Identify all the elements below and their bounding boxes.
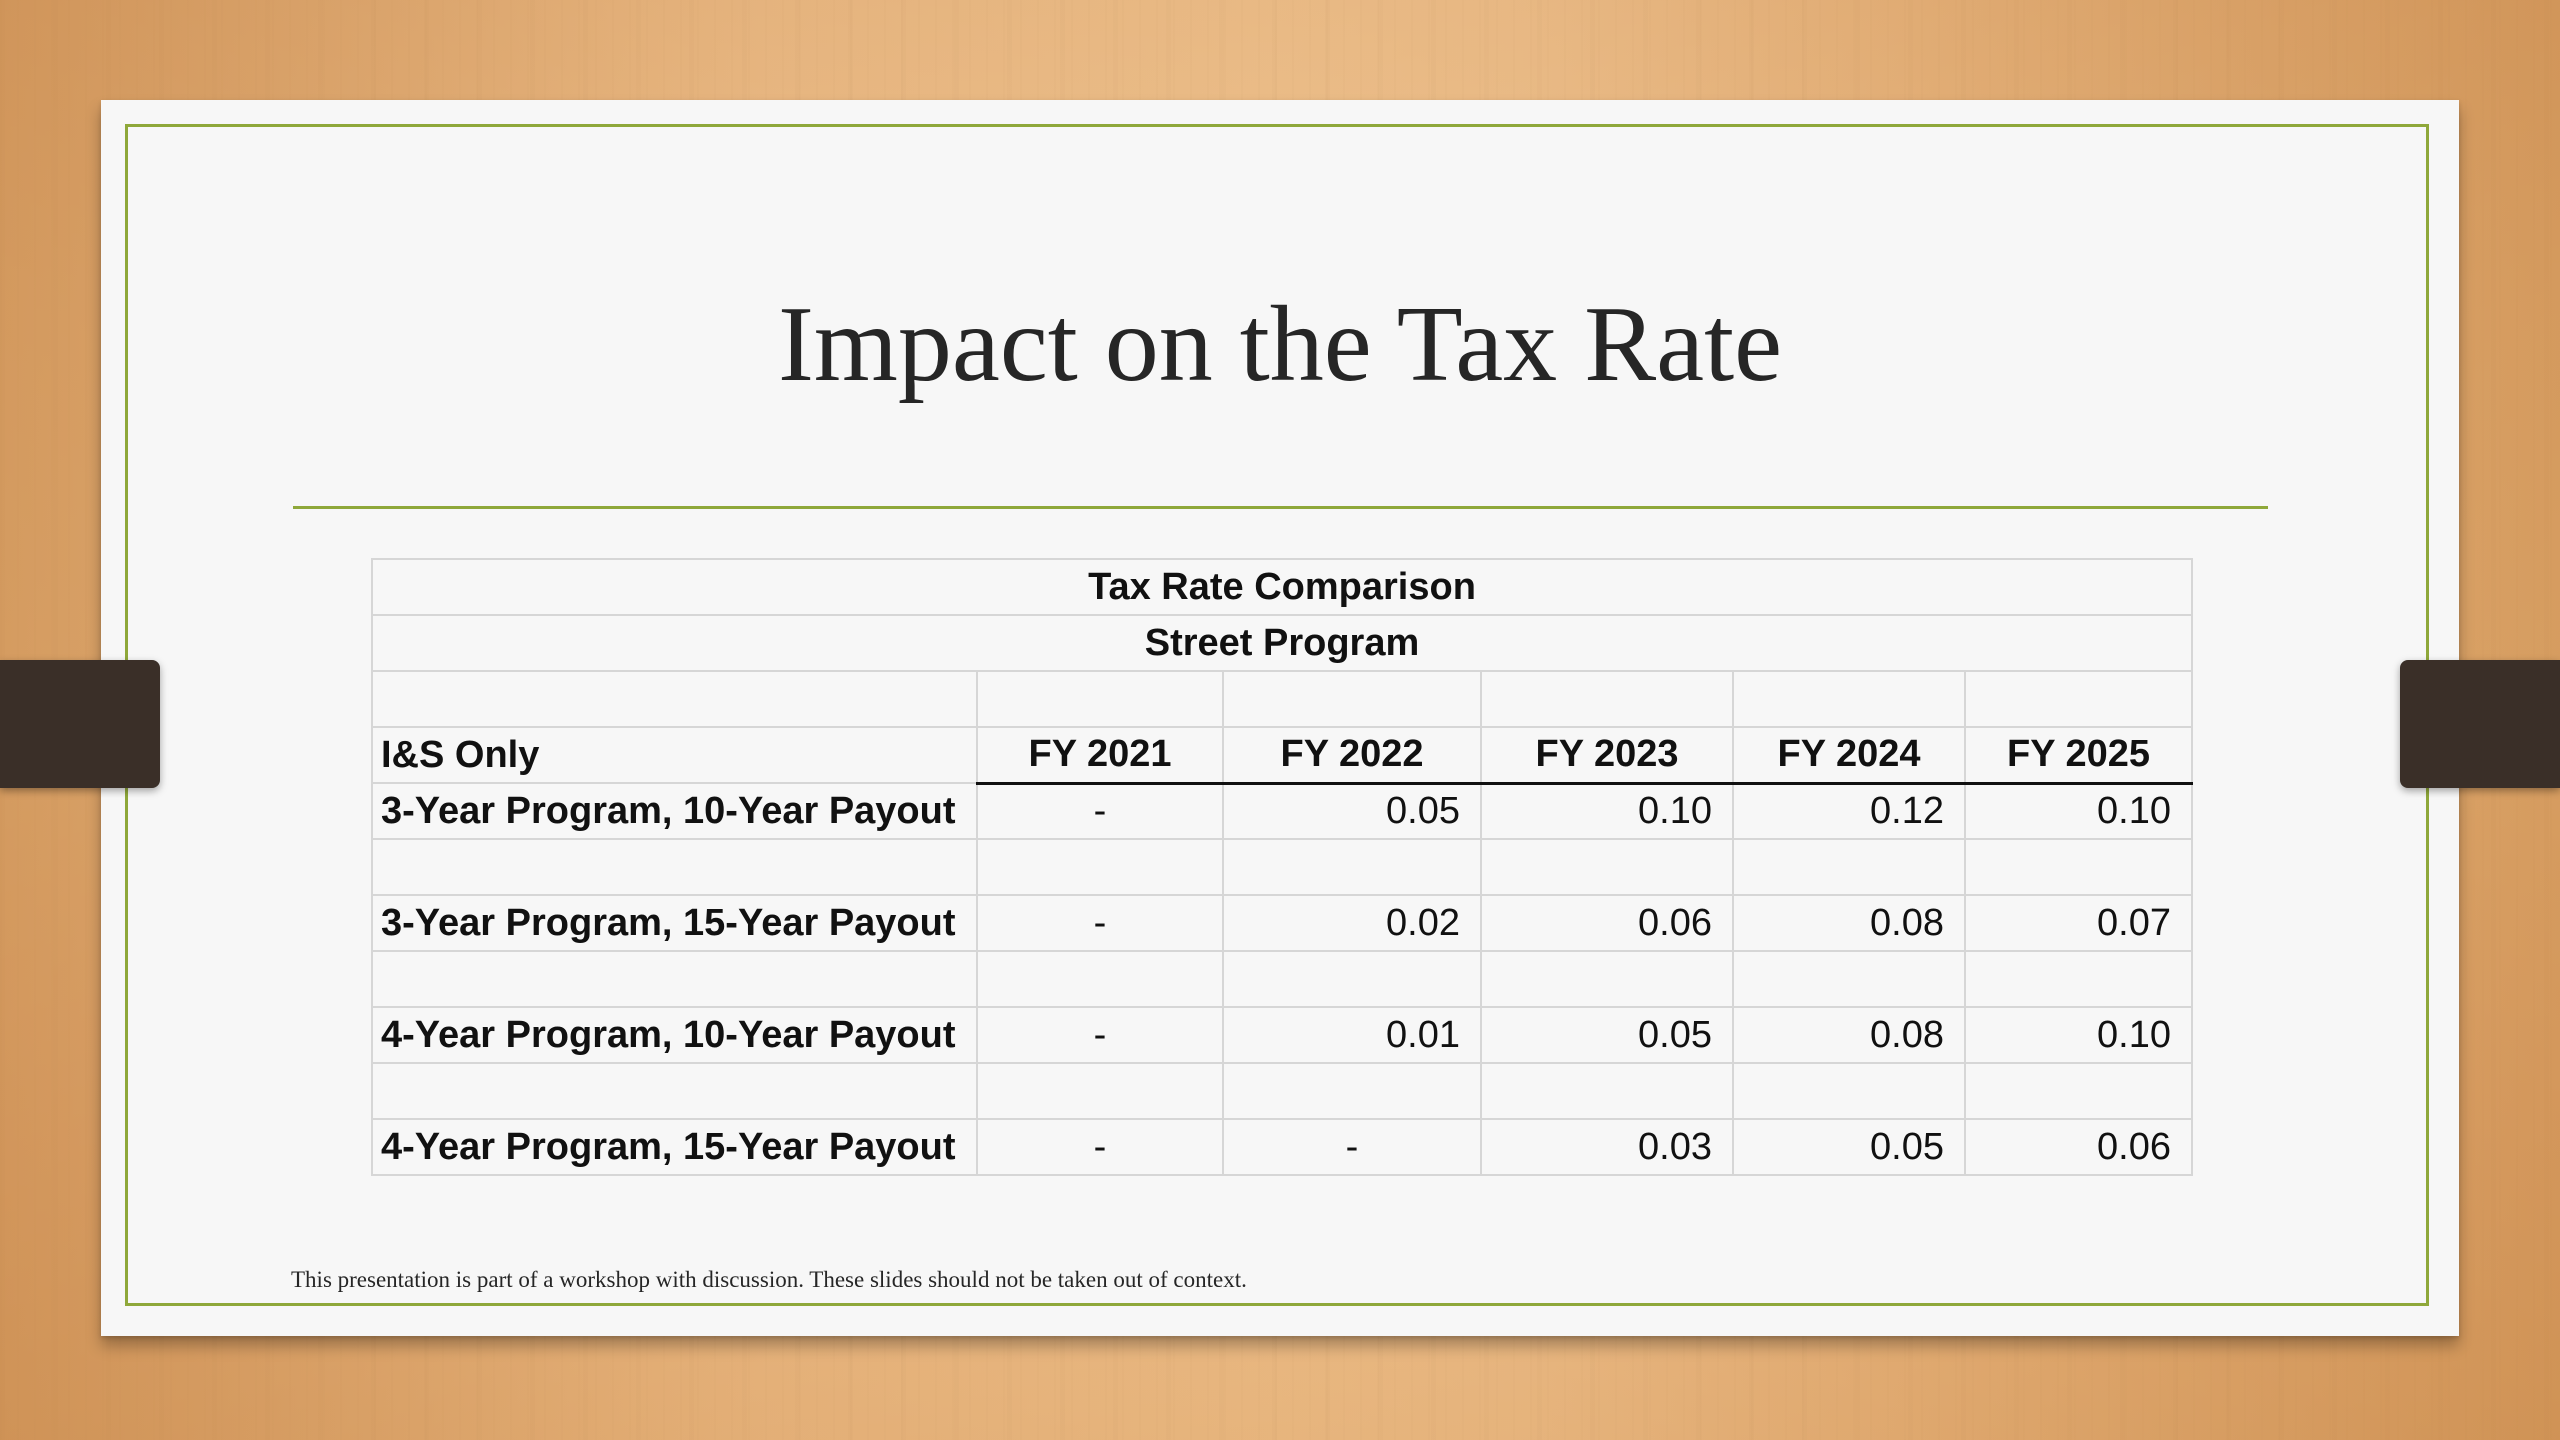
column-header-label: I&S Only: [371, 726, 978, 784]
table-cell: [1222, 838, 1482, 896]
row-label: 4-Year Program, 10-Year Payout: [371, 1006, 978, 1064]
table-cell: [1222, 950, 1482, 1008]
table-cell: [1964, 1062, 2193, 1120]
column-header-fy2022: FY 2022: [1222, 726, 1482, 785]
table-cell: 0.08: [1732, 894, 1966, 952]
row-label: 3-Year Program, 15-Year Payout: [371, 894, 978, 952]
table-cell: [1732, 950, 1966, 1008]
table-title-row: Tax Rate Comparison: [371, 558, 2193, 616]
table-cell: [1480, 950, 1734, 1008]
table-row: 3-Year Program, 10-Year Payout - 0.05 0.…: [371, 782, 2193, 840]
table-cell: [1480, 670, 1734, 728]
table-cell: [1222, 670, 1482, 728]
table-cell: -: [1222, 1118, 1482, 1176]
table-cell: -: [976, 782, 1224, 840]
table-cell: [1732, 1062, 1966, 1120]
footnote: This presentation is part of a workshop …: [291, 1267, 1247, 1292]
table-cell: [976, 950, 1224, 1008]
table-cell: [371, 1062, 978, 1120]
table-cell: 0.07: [1964, 894, 2193, 952]
table-cell: [976, 670, 1224, 728]
table-cell: -: [976, 894, 1224, 952]
table-cell: [976, 838, 1224, 896]
table-spacer-row: [371, 670, 2193, 728]
table-header-row: I&S Only FY 2021 FY 2022 FY 2023 FY 2024…: [371, 726, 2193, 785]
table-cell: [371, 950, 978, 1008]
column-header-fy2024: FY 2024: [1732, 726, 1966, 785]
table-row: 4-Year Program, 10-Year Payout - 0.01 0.…: [371, 1006, 2193, 1064]
table-cell: [976, 1062, 1224, 1120]
table-cell: 0.05: [1732, 1118, 1966, 1176]
column-header-fy2025: FY 2025: [1964, 726, 2193, 785]
table-title: Tax Rate Comparison: [371, 558, 2193, 616]
row-label: 4-Year Program, 15-Year Payout: [371, 1118, 978, 1176]
table-cell: [1732, 838, 1966, 896]
table-row: 4-Year Program, 15-Year Payout - - 0.03 …: [371, 1118, 2193, 1176]
binder-clip-left: [0, 660, 160, 788]
table-cell: 0.05: [1222, 782, 1482, 840]
column-header-fy2021: FY 2021: [976, 726, 1224, 785]
table-cell: [371, 838, 978, 896]
table-cell: 0.10: [1964, 1006, 2193, 1064]
table-cell: 0.08: [1732, 1006, 1966, 1064]
table-cell: 0.10: [1480, 782, 1734, 840]
table-cell: -: [976, 1118, 1224, 1176]
tax-rate-table: Tax Rate Comparison Street Program I&S O…: [371, 558, 2193, 1176]
table-cell: 0.06: [1480, 894, 1734, 952]
table-cell: [1222, 1062, 1482, 1120]
table-cell: [1480, 1062, 1734, 1120]
table-cell: [1480, 838, 1734, 896]
table-cell: 0.06: [1964, 1118, 2193, 1176]
table-cell: [1732, 670, 1966, 728]
title-divider: [293, 506, 2268, 509]
table-cell: 0.05: [1480, 1006, 1734, 1064]
table-cell: 0.02: [1222, 894, 1482, 952]
slide: Impact on the Tax Rate Tax Rate Comparis…: [101, 100, 2459, 1336]
row-label: 3-Year Program, 10-Year Payout: [371, 782, 978, 840]
table-cell: [371, 670, 978, 728]
table-cell: 0.10: [1964, 782, 2193, 840]
table-spacer-row: [371, 1062, 2193, 1120]
slide-title: Impact on the Tax Rate: [777, 285, 1783, 404]
table-spacer-row: [371, 838, 2193, 896]
table-cell: -: [976, 1006, 1224, 1064]
table-cell: 0.12: [1732, 782, 1966, 840]
table-subtitle: Street Program: [371, 614, 2193, 672]
table-cell: 0.01: [1222, 1006, 1482, 1064]
table-subtitle-row: Street Program: [371, 614, 2193, 672]
table-spacer-row: [371, 950, 2193, 1008]
column-header-fy2023: FY 2023: [1480, 726, 1734, 785]
binder-clip-right: [2400, 660, 2560, 788]
table-cell: 0.03: [1480, 1118, 1734, 1176]
table-cell: [1964, 838, 2193, 896]
table-row: 3-Year Program, 15-Year Payout - 0.02 0.…: [371, 894, 2193, 952]
table-cell: [1964, 950, 2193, 1008]
table-cell: [1964, 670, 2193, 728]
